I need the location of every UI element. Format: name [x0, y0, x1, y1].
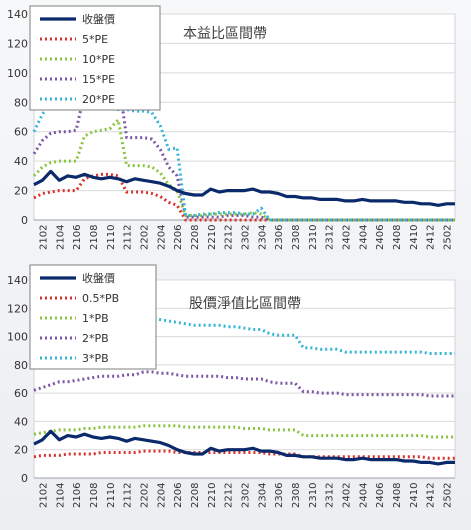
pb-legend-label-1: 0.5*PB: [82, 292, 119, 305]
pb-x-tick-label: 2410: [409, 483, 420, 508]
pe-y-tick-label: 140: [7, 8, 28, 21]
pb-series-line-1: [33, 449, 455, 460]
pe-band-chart: 0 20 40 60 80 100 120 140 2102 2104 2106 2108 2110 21…: [7, 5, 456, 250]
pe-series-line-4: [32, 36, 455, 222]
pe-y-tick-label: 80: [14, 96, 28, 109]
pb-chart-title: 股價淨值比區間帶: [189, 295, 301, 312]
pb-band-chart: 0 20 40 60 80 100 120 140 2102 2104 2106 2108 2110 21…: [7, 264, 456, 508]
pb-y-tick-label: 80: [14, 359, 28, 372]
pb-x-tick-label: 2208: [190, 483, 201, 508]
pb-series-line-2: [33, 424, 455, 439]
pb-y-tick-label: 40: [14, 415, 28, 428]
pe-x-tick-label: 2312: [325, 225, 336, 250]
pe-legend-label-3: 15*PE: [82, 73, 115, 86]
pb-legend-label-3: 2*PB: [82, 332, 109, 345]
pe-x-tick-label: 2112: [123, 225, 134, 250]
pb-x-tick-label: 2106: [72, 483, 83, 508]
pe-x-tick-label: 2206: [173, 225, 184, 250]
pe-x-tick-label: 2306: [274, 225, 285, 250]
pe-y-tick-label: 100: [7, 67, 28, 80]
pe-x-tick-label: 2310: [308, 225, 319, 250]
pb-x-tick-label: 2104: [55, 483, 66, 508]
pe-series-line-0: [33, 169, 455, 207]
pe-x-tick-label: 2212: [224, 225, 235, 250]
pb-x-tick-label: 2110: [106, 483, 117, 508]
pe-legend-label-4: 20*PE: [82, 93, 115, 106]
pb-series-line-0: [33, 429, 455, 466]
pe-x-tick-label: 2308: [291, 225, 302, 250]
pe-x-tick-label: 2210: [207, 225, 218, 250]
pb-x-tick-label: 2302: [241, 483, 252, 508]
pe-legend-label-0: 收盤價: [82, 12, 115, 26]
pe-y-tick-label: 60: [14, 126, 28, 139]
pb-x-tick-label: 2308: [291, 483, 302, 508]
pb-legend-label-4: 3*PB: [82, 352, 109, 365]
pe-x-tick-label: 2208: [190, 225, 201, 250]
pe-x-tick-label: 2402: [342, 225, 353, 250]
pb-x-tick-label: 2406: [375, 483, 386, 508]
pb-y-tick-label: 100: [7, 331, 28, 344]
pb-x-tick-label: 2402: [342, 483, 353, 508]
pe-y-tick-label: 120: [7, 37, 28, 50]
pe-series-line-1: [33, 172, 455, 222]
pb-series-line-4: [33, 316, 455, 355]
pb-x-tick-label: 2210: [207, 483, 218, 508]
pe-x-tick-label: 2412: [426, 225, 437, 250]
pb-legend-label-2: 1*PB: [82, 312, 109, 325]
pe-x-tick-label: 2202: [139, 225, 150, 250]
pb-x-tick-label: 2312: [325, 483, 336, 508]
pb-x-tick-label: 2108: [89, 483, 100, 508]
pb-y-tick-label: 140: [7, 274, 28, 287]
pe-x-tick-label: 2104: [55, 225, 66, 250]
pe-chart-title: 本益比區間帶: [183, 26, 267, 42]
pb-x-tick-label: 2204: [156, 483, 167, 508]
pb-x-tick-label: 2412: [426, 483, 437, 508]
pe-x-tick-label: 2102: [38, 225, 49, 250]
pe-y-tick-label: 40: [14, 155, 28, 168]
pe-legend-label-2: 10*PE: [82, 53, 115, 66]
pb-y-tick-label: 60: [14, 387, 28, 400]
pe-x-tick-label: 2106: [72, 225, 83, 250]
pb-x-tick-label: 2206: [173, 483, 184, 508]
pb-y-tick-label: 120: [7, 302, 28, 315]
pb-x-tick-label: 2102: [38, 483, 49, 508]
pe-x-tick-label: 2408: [392, 225, 403, 250]
pe-x-tick-label: 2410: [409, 225, 420, 250]
pe-y-tick-label: 20: [14, 185, 28, 198]
pe-x-tick-label: 2404: [358, 225, 369, 250]
pb-y-tick-label: 0: [21, 472, 28, 485]
pe-x-tick-label: 2302: [241, 225, 252, 250]
pb-x-tick-label: 2304: [257, 483, 268, 508]
pe-x-tick-label: 2502: [443, 225, 454, 250]
pb-x-tick-label: 2306: [274, 483, 285, 508]
pb-x-tick-label: 2202: [139, 483, 150, 508]
pb-x-tick-label: 2408: [392, 483, 403, 508]
pe-x-tick-label: 2406: [375, 225, 386, 250]
pb-legend-label-0: 收盤價: [82, 271, 115, 285]
pb-y-tick-label: 20: [14, 444, 28, 457]
pe-x-tick-label: 2304: [257, 225, 268, 250]
pe-y-tick-label: 0: [21, 214, 28, 227]
pb-x-tick-label: 2404: [358, 483, 369, 508]
pb-x-tick-label: 2310: [308, 483, 319, 508]
pb-x-tick-label: 2212: [224, 483, 235, 508]
pe-x-tick-label: 2108: [89, 225, 100, 250]
pb-x-tick-label: 2502: [443, 483, 454, 508]
pb-x-tick-label: 2112: [123, 483, 134, 508]
pe-x-tick-label: 2204: [156, 225, 167, 250]
pe-x-tick-label: 2110: [106, 225, 117, 250]
pe-legend-label-1: 5*PE: [82, 33, 108, 46]
